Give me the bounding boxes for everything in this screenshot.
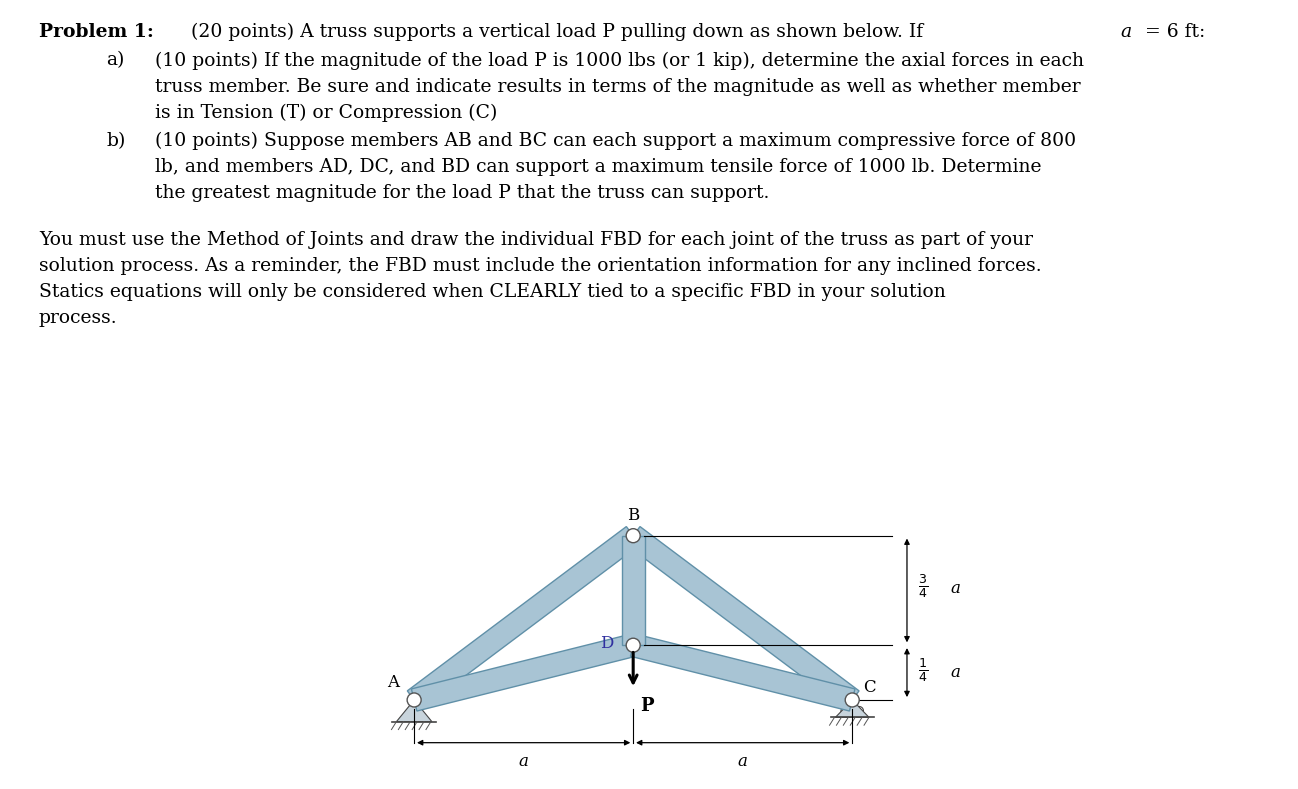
Polygon shape [627, 526, 859, 709]
Text: a: a [519, 753, 528, 769]
Text: is in Tension (T) or Compression (C): is in Tension (T) or Compression (C) [154, 103, 497, 122]
Circle shape [848, 706, 857, 715]
Text: $\frac{3}{4}$: $\frac{3}{4}$ [918, 572, 928, 600]
Text: truss member. Be sure and indicate results in terms of the magnitude as well as : truss member. Be sure and indicate resul… [154, 77, 1080, 95]
Circle shape [626, 638, 640, 653]
Text: (10 points) Suppose members AB and BC can each support a maximum compressive for: (10 points) Suppose members AB and BC ca… [154, 133, 1076, 151]
Text: (10 points) If the magnitude of the load P is 1000 lbs (or 1 kip), determine the: (10 points) If the magnitude of the load… [154, 51, 1084, 69]
Text: Problem 1:: Problem 1: [39, 23, 154, 41]
Text: (20 points) A truss supports a vertical load P pulling down as shown below. If: (20 points) A truss supports a vertical … [192, 23, 929, 41]
Text: A: A [387, 675, 398, 691]
Circle shape [626, 529, 640, 543]
Circle shape [408, 693, 421, 707]
Text: a: a [737, 753, 748, 769]
Text: You must use the Method of Joints and draw the individual FBD for each joint of : You must use the Method of Joints and dr… [39, 231, 1033, 249]
Text: B: B [627, 507, 640, 524]
Circle shape [855, 706, 863, 715]
Polygon shape [408, 526, 640, 709]
Text: a: a [1120, 23, 1131, 41]
Text: a: a [951, 664, 961, 681]
Polygon shape [622, 536, 645, 645]
Text: $\frac{1}{4}$: $\frac{1}{4}$ [918, 656, 928, 684]
Text: = 6 ft:: = 6 ft: [1140, 23, 1206, 41]
Polygon shape [411, 634, 636, 711]
Polygon shape [836, 700, 868, 717]
Text: solution process. As a reminder, the FBD must include the orientation informatio: solution process. As a reminder, the FBD… [39, 257, 1041, 275]
Text: lb, and members AD, DC, and BD can support a maximum tensile force of 1000 lb. D: lb, and members AD, DC, and BD can suppo… [154, 159, 1041, 176]
Text: a: a [951, 580, 961, 596]
Polygon shape [396, 700, 432, 722]
Circle shape [845, 693, 859, 707]
Text: a): a) [106, 51, 125, 69]
Text: process.: process. [39, 309, 118, 327]
Polygon shape [631, 634, 855, 711]
Text: P: P [640, 697, 653, 715]
Text: b): b) [106, 133, 126, 150]
Text: D: D [600, 634, 614, 652]
Circle shape [841, 706, 850, 715]
Text: the greatest magnitude for the load P that the truss can support.: the greatest magnitude for the load P th… [154, 185, 770, 202]
Text: C: C [863, 679, 876, 696]
Text: Statics equations will only be considered when CLEARLY tied to a specific FBD in: Statics equations will only be considere… [39, 283, 946, 301]
